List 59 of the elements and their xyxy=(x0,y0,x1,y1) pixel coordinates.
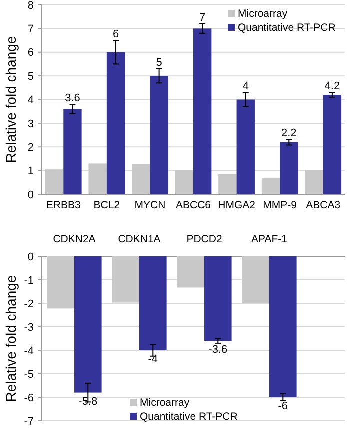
x-tick-label: APAF-1 xyxy=(252,234,288,246)
bar xyxy=(64,109,82,194)
y-tick-label: 1 xyxy=(28,166,34,178)
y-tick-label: -4 xyxy=(24,345,34,358)
x-tick-label: CDKN2A xyxy=(53,234,96,246)
bar xyxy=(262,178,280,194)
y-tick-label: -3 xyxy=(24,322,34,334)
y-tick-label: 5 xyxy=(28,70,34,83)
data-label: -6 xyxy=(278,400,288,412)
legend-label: Microarray xyxy=(238,8,288,20)
data-label: -5.8 xyxy=(78,396,98,408)
bar xyxy=(175,170,194,194)
data-label: -3.6 xyxy=(208,344,228,356)
data-label: 3.6 xyxy=(65,92,80,104)
y-tick-label: -7 xyxy=(24,416,34,428)
bar xyxy=(150,76,168,194)
data-label: 2.2 xyxy=(282,128,297,140)
y-tick-label: 0 xyxy=(28,251,34,264)
bar xyxy=(280,142,298,194)
y-tick-label: 4 xyxy=(28,94,34,107)
bar xyxy=(218,174,237,194)
bar xyxy=(194,28,212,194)
x-tick-label: BCL2 xyxy=(94,200,120,212)
y-tick-label: -2 xyxy=(24,298,34,310)
x-tick-label: CDKN1A xyxy=(118,234,161,246)
y-tick-label: 3 xyxy=(28,118,34,130)
y-axis-title: Relative fold change xyxy=(3,36,19,164)
x-tick-label: PDCD2 xyxy=(186,234,222,246)
legend-label: Quantitative RT-PCR xyxy=(140,411,238,423)
y-tick-label: 6 xyxy=(28,47,34,60)
data-label: 4.2 xyxy=(324,80,340,93)
x-tick-label: MMP-9 xyxy=(263,200,298,212)
data-label: 5 xyxy=(156,56,162,69)
bar xyxy=(106,52,126,194)
bar xyxy=(45,170,64,194)
y-tick-label: 2 xyxy=(28,142,34,154)
x-tick-label: ABCA3 xyxy=(306,200,341,212)
x-tick-label: MYCN xyxy=(134,200,166,212)
bar xyxy=(88,164,107,194)
bar xyxy=(132,164,150,194)
data-label: 7 xyxy=(200,12,206,24)
bar xyxy=(305,170,324,194)
legend-label: Quantitative RT-PCR xyxy=(238,22,336,34)
data-label: 6 xyxy=(112,28,120,41)
bar xyxy=(236,100,255,194)
y-tick-label: 8 xyxy=(28,0,34,12)
y-axis-title: Relative fold change xyxy=(3,275,19,402)
data-label: 4 xyxy=(242,80,249,93)
data-label: -4 xyxy=(148,354,158,366)
y-tick-label: -5 xyxy=(24,368,34,381)
y-tick-label: 7 xyxy=(28,24,34,36)
y-tick-label: 0 xyxy=(28,189,34,202)
y-tick-label: -1 xyxy=(24,274,34,287)
y-tick-label: -6 xyxy=(24,392,34,404)
x-tick-label: ABCC6 xyxy=(176,200,212,212)
x-tick-label: ERBB3 xyxy=(46,200,82,212)
x-tick-label: HMGA2 xyxy=(218,200,256,212)
legend-label: Microarray xyxy=(140,397,190,409)
bar xyxy=(323,95,342,194)
